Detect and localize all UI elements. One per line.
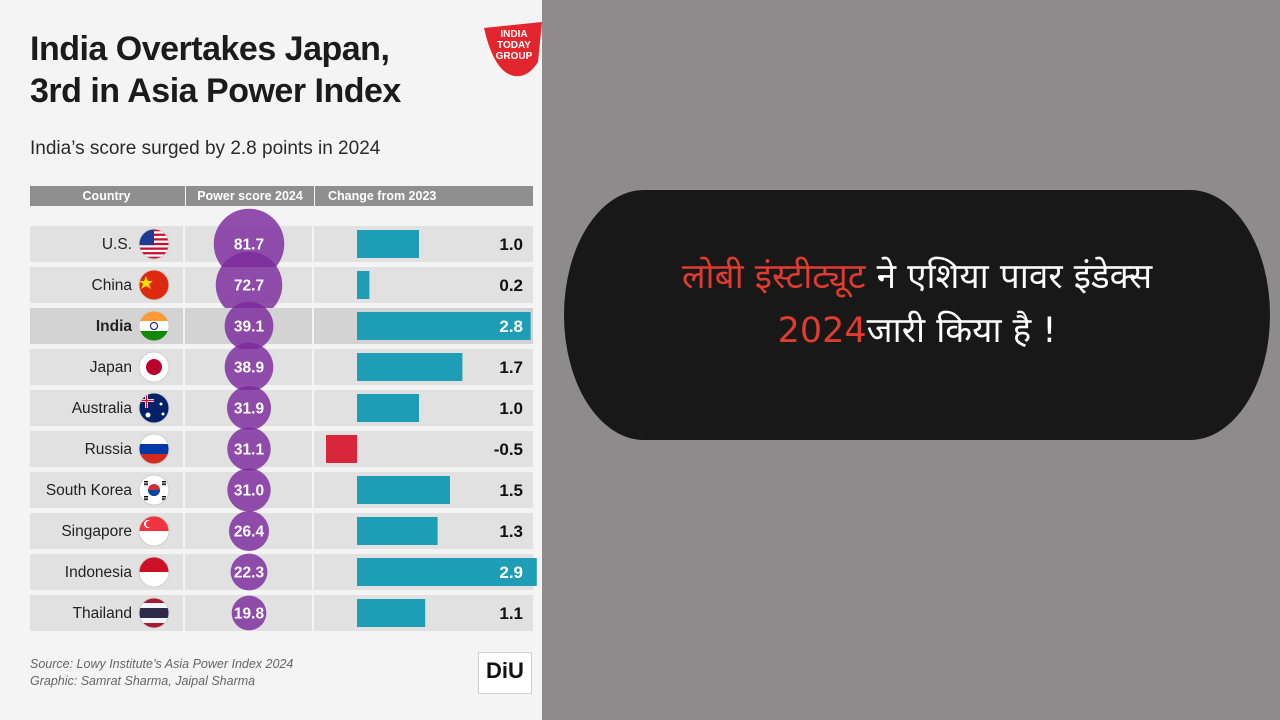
india-today-group-logo: INDIA TODAY GROUP: [484, 22, 542, 77]
change-label: 2.8: [499, 317, 523, 336]
change-bar: [357, 271, 370, 299]
source-note: Source: Lowy Institute’s Asia Power Inde…: [30, 656, 293, 690]
callout-text: लोबी इंस्टीट्यूट ने एशिया पावर इंडेक्स 2…: [564, 250, 1270, 358]
change-label: 0.2: [499, 276, 523, 295]
column-header-country: Country: [82, 189, 131, 203]
russia-flag-icon: [139, 434, 169, 464]
table-row: India 39.1 2.8: [30, 301, 533, 351]
graphic-credit-line: Graphic: Samrat Sharma, Jaipal Sharma: [30, 674, 256, 688]
score-label: 81.7: [234, 237, 264, 254]
table-row: South Korea 31.0 1.5: [30, 468, 533, 512]
country-label: China: [92, 277, 133, 294]
table-row: Australia 31.9 1.0: [30, 385, 533, 431]
score-label: 26.4: [234, 524, 265, 541]
title-line-1: India Overtakes Japan,: [30, 30, 390, 68]
score-bubble: [226, 385, 272, 431]
callout-line-1-rest: ने एशिया पावर इंडेक्स: [865, 257, 1153, 297]
infographic-panel: India Overtakes Japan, 3rd in Asia Power…: [0, 0, 542, 720]
change-label: 1.0: [499, 235, 523, 254]
indonesia-flag-icon: [139, 557, 169, 587]
change-label: -0.5: [494, 440, 523, 459]
change-bar: [326, 435, 357, 463]
logo-line-1: INDIA: [500, 29, 527, 40]
callout-line-2-rest: जारी किया है !: [866, 311, 1057, 351]
change-bar: [357, 476, 450, 504]
us-flag-icon: [139, 229, 169, 259]
change-bar: [357, 353, 463, 381]
change-bar: [357, 394, 419, 422]
diu-logo: DiU: [478, 652, 532, 694]
row-bg-change: [314, 226, 533, 262]
score-label: 22.3: [234, 565, 265, 582]
column-header-change: Change from 2023: [328, 189, 437, 203]
table-row: Russia 31.1 -0.5: [30, 427, 533, 471]
score-bubble: [215, 251, 283, 319]
score-bubble: [227, 427, 271, 471]
country-label: Australia: [72, 400, 133, 417]
thailand-flag-icon: [139, 598, 169, 628]
change-bar: [357, 312, 531, 340]
diu-logo-text: DiU: [486, 658, 524, 683]
change-label: 1.1: [499, 604, 523, 623]
row-bg-change: [314, 267, 533, 303]
score-label: 72.7: [234, 278, 264, 295]
chart-subtitle: India’s score surged by 2.8 points in 20…: [30, 138, 381, 159]
score-label: 39.1: [234, 319, 265, 336]
title-line-2: 3rd in Asia Power Index: [30, 72, 401, 110]
change-bar: [357, 517, 438, 545]
score-bubble: [224, 301, 274, 351]
change-label: 1.7: [499, 358, 523, 377]
table-row: China 72.7 0.2: [30, 251, 533, 319]
column-header-score: Power score 2024: [185, 186, 315, 206]
japan-flag-icon: [139, 352, 169, 382]
country-label: Russia: [85, 441, 133, 458]
callout-institute-name: लोबी इंस्टीट्यूट: [681, 257, 866, 297]
change-bar: [357, 230, 419, 258]
country-label: U.S.: [102, 236, 132, 253]
table-row: Japan 38.9 1.7: [30, 342, 533, 392]
chart-title: India Overtakes Japan, 3rd in Asia Power…: [30, 28, 480, 112]
country-label: Indonesia: [65, 564, 133, 581]
score-label: 31.0: [234, 483, 264, 500]
change-bar: [357, 599, 426, 627]
india-flag-icon: [139, 311, 169, 341]
change-bar: [357, 558, 537, 586]
change-label: 1.0: [499, 399, 523, 418]
country-label: Thailand: [73, 605, 132, 622]
table-header: Country Power score 2024 Change from 202…: [30, 186, 533, 206]
country-label: South Korea: [46, 482, 133, 499]
south-korea-flag-icon: [139, 475, 169, 505]
change-label: 2.9: [499, 563, 523, 582]
callout-year: 2024: [777, 311, 867, 351]
hindi-callout-box: लोबी इंस्टीट्यूट ने एशिया पावर इंडेक्स 2…: [564, 190, 1270, 440]
table-row: Singapore 26.4 1.3: [30, 510, 533, 552]
score-bubble: [227, 468, 271, 512]
change-label: 1.5: [499, 481, 523, 500]
source-line: Source: Lowy Institute’s Asia Power Inde…: [30, 657, 294, 671]
table-row: Indonesia 22.3 2.9: [30, 553, 537, 591]
country-label: Japan: [90, 359, 132, 376]
table-row: Thailand 19.8 1.1: [30, 595, 533, 631]
power-index-table: U.S. 81.7 1.0 China 72.7 0.2 India 39.1 2.8 Japan…: [30, 208, 537, 631]
callout-line-1: लोबी इंस्टीट्यूट ने एशिया पावर इंडेक्स: [564, 250, 1270, 304]
score-label: 38.9: [234, 360, 265, 377]
score-bubble: [231, 595, 267, 631]
change-label: 1.3: [499, 522, 523, 541]
row-bg-change: [314, 390, 533, 426]
score-label: 31.1: [234, 442, 265, 459]
logo-line-2: TODAY: [497, 40, 531, 51]
callout-line-2: 2024जारी किया है !: [564, 304, 1270, 358]
score-bubble: [228, 510, 270, 552]
china-flag-icon: [139, 270, 169, 300]
score-bubble: [224, 342, 274, 392]
score-bubble: [230, 553, 268, 591]
country-label: India: [96, 318, 133, 335]
singapore-flag-icon: [139, 516, 169, 546]
score-label: 31.9: [234, 401, 265, 418]
country-label: Singapore: [61, 523, 132, 540]
score-label: 19.8: [234, 606, 265, 623]
logo-line-3: GROUP: [496, 51, 533, 62]
australia-flag-icon: [139, 393, 169, 423]
